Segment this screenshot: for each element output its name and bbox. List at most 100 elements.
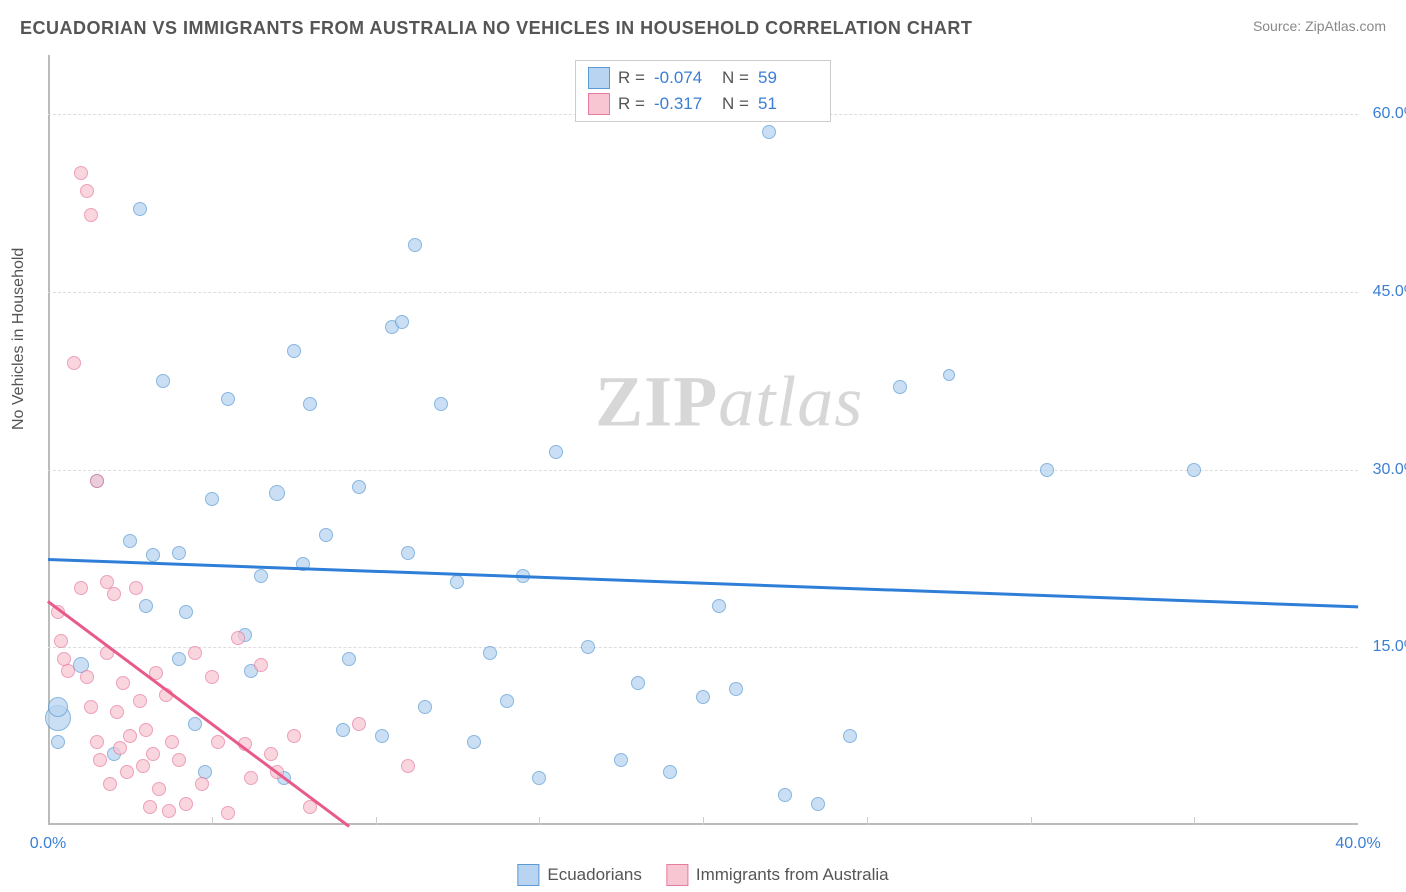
legend-series-item: Ecuadorians [517, 864, 642, 886]
data-point [843, 729, 857, 743]
data-point [139, 599, 153, 613]
data-point [162, 804, 176, 818]
y-tick-label: 30.0% [1363, 461, 1406, 479]
data-point [303, 397, 317, 411]
data-point [811, 797, 825, 811]
data-point [80, 670, 94, 684]
data-point [408, 238, 422, 252]
y-tick-label: 15.0% [1363, 638, 1406, 656]
data-point [172, 652, 186, 666]
data-point [188, 646, 202, 660]
legend-n-value: 51 [758, 94, 818, 114]
data-point [467, 735, 481, 749]
data-point [762, 125, 776, 139]
data-point [450, 575, 464, 589]
data-point [136, 759, 150, 773]
x-minor-tick [867, 817, 868, 825]
legend-series: Ecuadorians Immigrants from Australia [517, 864, 888, 886]
data-point [778, 788, 792, 802]
data-point [90, 474, 104, 488]
data-point [401, 759, 415, 773]
y-tick-label: 60.0% [1363, 105, 1406, 123]
legend-r-value: -0.074 [654, 68, 714, 88]
x-minor-tick [539, 817, 540, 825]
data-point [631, 676, 645, 690]
data-point [221, 392, 235, 406]
data-point [943, 369, 955, 381]
x-tick-label: 0.0% [30, 835, 66, 853]
data-point [90, 735, 104, 749]
y-axis-label: No Vehicles in Household [10, 248, 28, 430]
data-point [264, 747, 278, 761]
data-point [61, 664, 75, 678]
data-point [74, 166, 88, 180]
data-point [254, 569, 268, 583]
data-point [172, 753, 186, 767]
data-point [165, 735, 179, 749]
data-point [254, 658, 268, 672]
data-point [84, 208, 98, 222]
data-point [581, 640, 595, 654]
data-point [123, 534, 137, 548]
source-label: Source: ZipAtlas.com [1253, 18, 1386, 34]
legend-r-label: R = [618, 94, 646, 114]
data-point [269, 485, 285, 501]
legend-series-label: Ecuadorians [547, 865, 642, 885]
legend-swatch [588, 93, 610, 115]
x-minor-tick [703, 817, 704, 825]
x-minor-tick [1194, 817, 1195, 825]
data-point [434, 397, 448, 411]
data-point [139, 723, 153, 737]
chart-title: ECUADORIAN VS IMMIGRANTS FROM AUSTRALIA … [20, 18, 972, 39]
x-minor-tick [212, 817, 213, 825]
data-point [179, 797, 193, 811]
data-point [893, 380, 907, 394]
legend-r-label: R = [618, 68, 646, 88]
data-point [418, 700, 432, 714]
legend-series-label: Immigrants from Australia [696, 865, 889, 885]
data-point [614, 753, 628, 767]
data-point [319, 528, 333, 542]
data-point [663, 765, 677, 779]
data-point [211, 735, 225, 749]
legend-swatch [588, 67, 610, 89]
data-point [729, 682, 743, 696]
legend-n-label: N = [722, 94, 750, 114]
data-point [287, 344, 301, 358]
data-point [133, 694, 147, 708]
data-point [244, 771, 258, 785]
data-point [401, 546, 415, 560]
data-point [395, 315, 409, 329]
legend-n-value: 59 [758, 68, 818, 88]
grid-line-h [48, 647, 1358, 648]
plot-surface: 15.0%30.0%45.0%60.0%0.0%40.0% [48, 55, 1358, 825]
data-point [287, 729, 301, 743]
data-point [120, 765, 134, 779]
data-point [51, 735, 65, 749]
data-point [103, 777, 117, 791]
data-point [129, 581, 143, 595]
data-point [93, 753, 107, 767]
data-point [205, 670, 219, 684]
data-point [80, 184, 94, 198]
data-point [152, 782, 166, 796]
data-point [352, 480, 366, 494]
data-point [336, 723, 350, 737]
legend-n-label: N = [722, 68, 750, 88]
data-point [143, 800, 157, 814]
legend-series-item: Immigrants from Australia [666, 864, 889, 886]
legend-correlation: R = -0.074 N = 59 R = -0.317 N = 51 [575, 60, 831, 122]
grid-line-h [48, 292, 1358, 293]
legend-r-value: -0.317 [654, 94, 714, 114]
legend-correlation-row: R = -0.317 N = 51 [588, 91, 818, 117]
data-point [352, 717, 366, 731]
data-point [549, 445, 563, 459]
data-point [179, 605, 193, 619]
data-point [84, 700, 98, 714]
x-minor-tick [376, 817, 377, 825]
data-point [1040, 463, 1054, 477]
data-point [133, 202, 147, 216]
legend-swatch [517, 864, 539, 886]
data-point [532, 771, 546, 785]
trend-line [48, 558, 1358, 608]
